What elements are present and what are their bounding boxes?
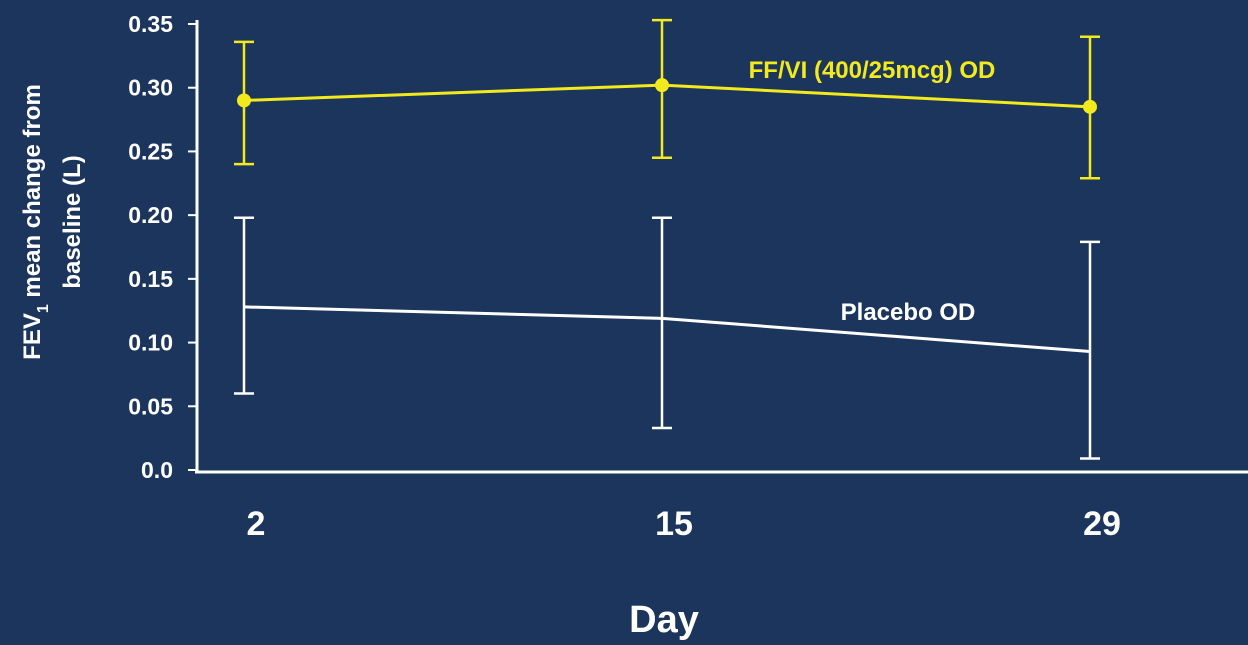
y-tick-label: 0.10	[128, 330, 173, 356]
y-tick-label: 0.30	[128, 75, 173, 101]
y-axis-ticks: 0.0 0.05 0.10 0.15 0.20 0.25 0.30 0.35	[128, 11, 197, 483]
y-tick-label: 0.20	[128, 202, 173, 228]
series-label: FF/VI (400/25mcg) OD	[749, 57, 996, 84]
x-axis-title: Day	[629, 599, 699, 641]
data-point	[237, 93, 251, 108]
series-line	[243, 305, 1091, 353]
y-tick-label: 0.25	[128, 138, 173, 164]
x-axis-ticks: 2 15 29	[247, 505, 1121, 543]
data-point	[1083, 99, 1097, 114]
y-tick-label: 0.05	[128, 393, 173, 419]
x-tick-label: 29	[1083, 505, 1121, 543]
series-label: Placebo OD	[841, 299, 976, 326]
series-0: FF/VI (400/25mcg) OD	[234, 18, 1100, 180]
plot-area: FF/VI (400/25mcg) OD Placebo OD	[234, 18, 1100, 460]
y-axis-title: FEV1 mean change from baseline (L)	[19, 84, 86, 360]
data-point	[655, 78, 669, 93]
y-axis-title-line2: baseline (L)	[59, 155, 86, 288]
y-axis-title-subscript: 1	[35, 304, 52, 313]
y-axis-title-line1: mean change from	[19, 84, 46, 304]
y-tick-label: 0.35	[128, 11, 173, 37]
y-axis-title-fev: FEV	[19, 313, 46, 360]
x-tick-label: 15	[655, 505, 693, 543]
series-1: Placebo OD	[234, 216, 1100, 460]
y-tick-label: 0.15	[128, 266, 173, 292]
svg-text:FEV1 mean change from: FEV1 mean change from	[19, 84, 52, 360]
x-tick-label: 2	[247, 505, 266, 543]
y-tick-label: 0.0	[141, 457, 173, 483]
